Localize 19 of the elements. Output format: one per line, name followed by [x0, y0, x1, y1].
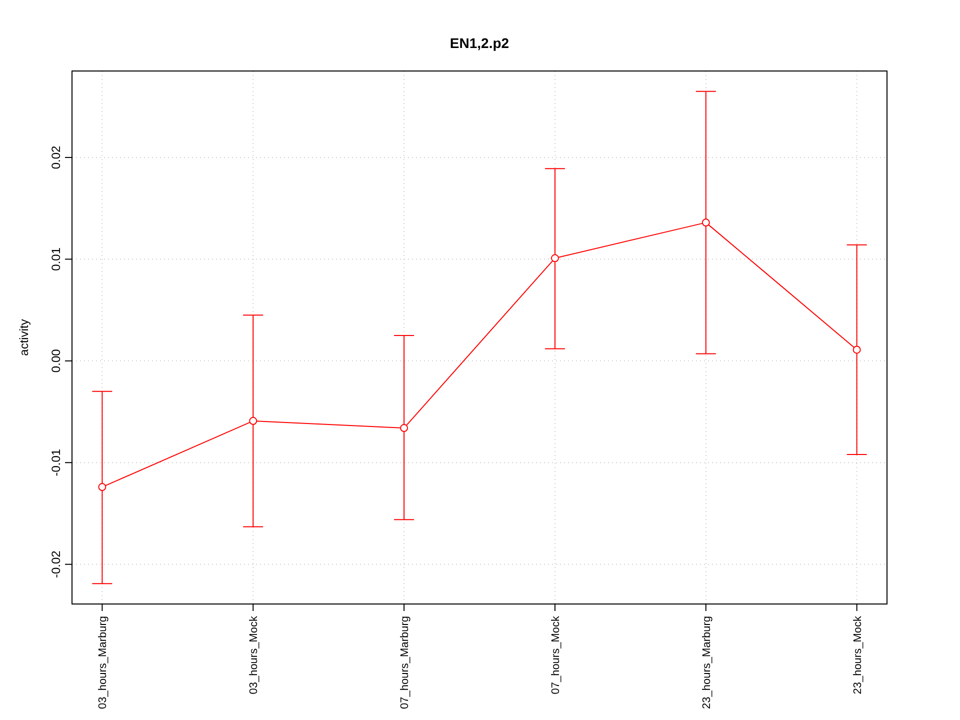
point: [702, 218, 710, 227]
point: [400, 424, 408, 432]
y-tick-label: 0.01: [49, 247, 63, 271]
y-tick-label: -0.02: [49, 550, 63, 578]
chart-title: EN1,2.p2: [450, 35, 510, 51]
x-tick-label: 03_hours_Marburg: [97, 616, 110, 709]
y-tick-label: 0.00: [49, 348, 63, 373]
x-tick-label: 23_hours_Marburg: [700, 616, 713, 709]
point: [550, 254, 559, 262]
x-tick-label: 23_hours_Mock: [852, 616, 864, 694]
point: [852, 346, 861, 354]
y-axis-title: activity: [17, 319, 31, 356]
x-tick-label: 03_hours_Mock: [248, 616, 260, 694]
y-tick-label: 0.02: [49, 145, 63, 170]
point: [98, 483, 106, 492]
point: [249, 416, 258, 425]
x-tick-label: 07_hours_Marburg: [399, 616, 412, 709]
y-tick-label: -0.01: [49, 448, 63, 476]
x-tick-label: 07_hours_Mock: [550, 616, 562, 694]
